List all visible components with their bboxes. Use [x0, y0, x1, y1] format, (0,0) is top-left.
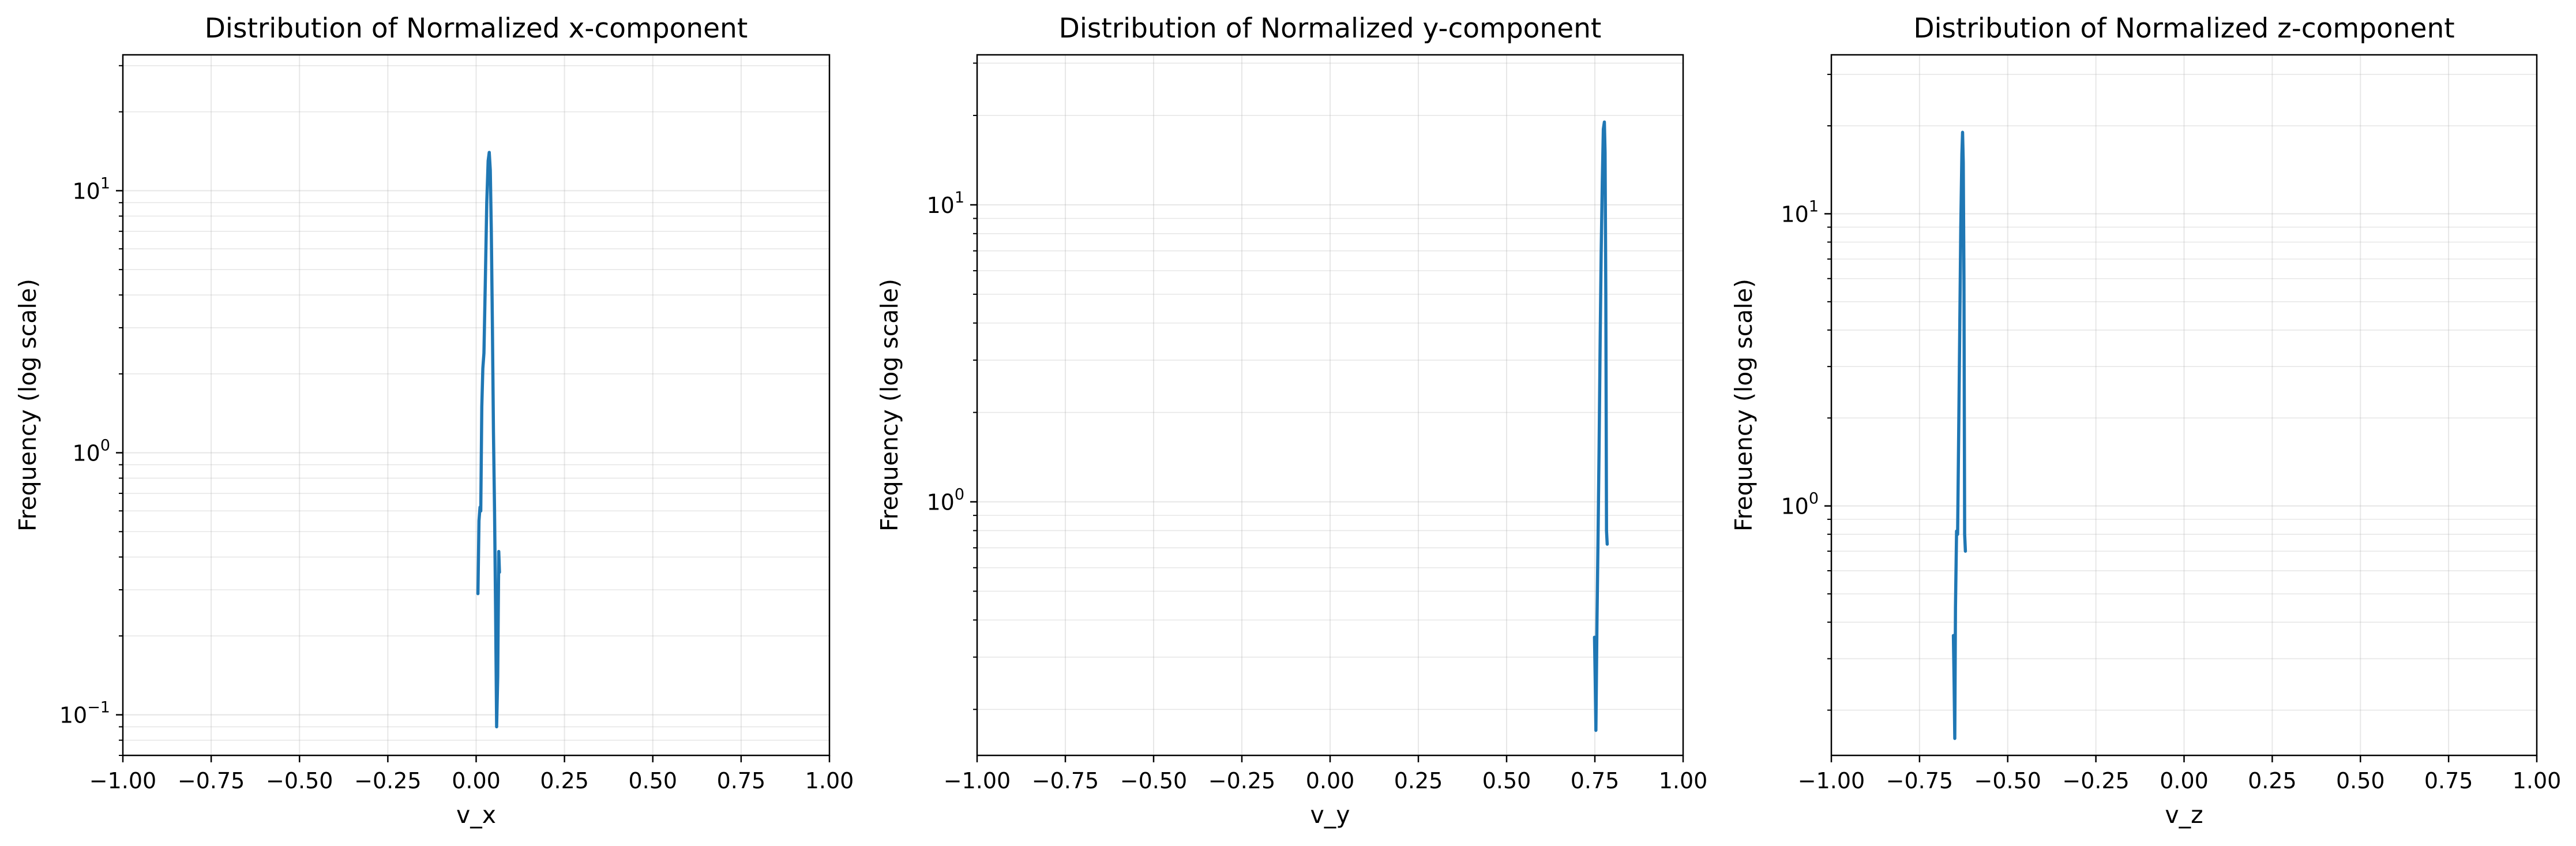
- x-tick-label: −0.50: [1974, 768, 2041, 793]
- x-tick-label: 0.75: [1571, 768, 1620, 793]
- x-tick-label: 0.75: [2424, 768, 2473, 793]
- chart-title: Distribution of Normalized y-component: [1059, 13, 1602, 44]
- x-axis-label: v_y: [1310, 801, 1350, 829]
- x-tick-label: −0.25: [354, 768, 421, 793]
- x-tick-label: 0.25: [1394, 768, 1443, 793]
- data-series-line: [476, 151, 501, 729]
- x-axis-label: v_z: [2165, 801, 2203, 829]
- y-axis-label: Frequency (log scale): [1730, 279, 1758, 531]
- y-axis-label: Frequency (log scale): [14, 279, 42, 531]
- chart-title: Distribution of Normalized z-component: [1913, 13, 2454, 44]
- x-tick-label: −0.25: [2062, 768, 2129, 793]
- x-tick-label: 1.00: [1659, 768, 1708, 793]
- chart-title: Distribution of Normalized x-component: [205, 13, 748, 44]
- axes-frame: [976, 54, 1684, 757]
- y-tick-label: 10−1: [59, 699, 110, 728]
- x-tick-label: 0.00: [452, 768, 501, 793]
- subplot-3: −1.00 −0.75 −0.50 −0.25 0.00 0.25 0.50 0.75 1.00…: [1730, 13, 2561, 829]
- x-tick-label: 0.00: [2160, 768, 2209, 793]
- axes-frame: [1830, 54, 2538, 757]
- x-tick-label: −1.00: [944, 768, 1011, 793]
- grid: [122, 55, 830, 756]
- x-tick-label: 0.50: [628, 768, 677, 793]
- grid: [977, 55, 1684, 755]
- x-tick-label: 0.00: [1306, 768, 1355, 793]
- x-tick-label: 1.00: [805, 768, 854, 793]
- subplot-2: −1.00 −0.75 −0.50 −0.25 0.00 0.25 0.50 0.75 1.00…: [876, 13, 1707, 829]
- data-series-line: [1951, 130, 1967, 740]
- y-tick-label: 100: [926, 486, 964, 515]
- x-tick-label: −0.50: [266, 768, 333, 793]
- x-tick-label: 0.50: [1482, 768, 1531, 793]
- x-tick-label: 0.25: [540, 768, 589, 793]
- x-tick-label: −0.25: [1208, 768, 1275, 793]
- x-tick-label: 0.25: [2248, 768, 2297, 793]
- y-tick-label: 100: [1781, 490, 1819, 519]
- grid: [1831, 55, 2537, 755]
- x-tick-label: 1.00: [2513, 768, 2562, 793]
- y-tick-label: 100: [72, 437, 110, 466]
- data-series-line: [1593, 120, 1609, 732]
- subplot-1: −1.00 −0.75 −0.50 −0.25 0.00 0.25 0.50 0.75 1.00…: [14, 13, 854, 829]
- x-tick-label: 0.50: [2336, 768, 2385, 793]
- x-tick-label: −1.00: [1798, 768, 1865, 793]
- y-tick-label: 101: [1781, 197, 1819, 227]
- x-tick-label: −1.00: [89, 768, 156, 793]
- x-tick-label: −0.75: [1032, 768, 1099, 793]
- y-axis-label: Frequency (log scale): [876, 279, 903, 531]
- y-tick-label: 101: [72, 174, 110, 204]
- x-tick-label: −0.50: [1120, 768, 1187, 793]
- x-tick-label: −0.75: [178, 768, 245, 793]
- x-tick-label: 0.75: [717, 768, 766, 793]
- y-tick-label: 101: [926, 189, 964, 218]
- x-axis-label: v_x: [456, 801, 496, 829]
- axes-frame: [122, 54, 831, 757]
- x-tick-label: −0.75: [1886, 768, 1953, 793]
